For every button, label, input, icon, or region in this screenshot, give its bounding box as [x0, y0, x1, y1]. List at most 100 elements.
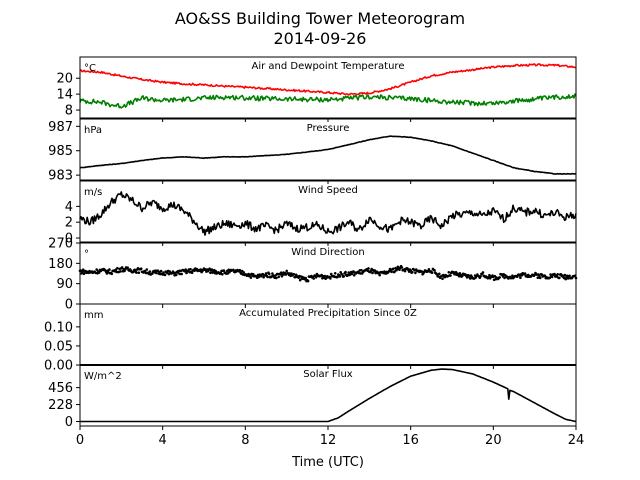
data-point: [465, 276, 469, 279]
x-axis: 0 4 8 12 16 20 24: [76, 433, 584, 448]
y-tick-label: 987: [48, 120, 73, 135]
data-point: [180, 272, 183, 276]
x-tick-label: 24: [568, 433, 585, 448]
y-tick-label: 2: [65, 216, 73, 231]
y-tick-label: 0.10: [44, 320, 73, 335]
y-tick-label: 985: [48, 144, 73, 159]
wind-direction-points: [78, 264, 578, 283]
data-point: [277, 275, 281, 279]
panel-title: Wind Direction: [291, 247, 365, 258]
data-point: [400, 266, 404, 269]
data-point: [271, 272, 274, 275]
data-point: [82, 272, 86, 276]
data-point: [119, 270, 122, 273]
panel-unit: °: [84, 249, 89, 260]
data-point: [367, 267, 370, 270]
data-point: [438, 272, 441, 276]
data-point: [252, 273, 255, 276]
data-point: [95, 268, 98, 271]
series-line-1: [79, 135, 577, 175]
y-tick-label: 180: [48, 257, 73, 272]
data-point: [411, 271, 414, 274]
data-point: [449, 274, 452, 277]
data-point: [568, 274, 571, 278]
data-point: [145, 268, 149, 271]
data-point: [155, 271, 158, 275]
data-point: [97, 271, 101, 274]
data-point: [184, 268, 187, 271]
data-point: [433, 269, 436, 272]
data-point: [435, 273, 439, 276]
data-point: [414, 271, 417, 275]
data-point: [441, 277, 444, 281]
data-point: [329, 272, 333, 276]
y-tick-label: 0: [65, 298, 73, 313]
x-tick-label: 8: [241, 433, 249, 448]
data-point: [563, 273, 567, 277]
data-point: [267, 272, 271, 276]
data-point: [81, 268, 85, 272]
y-tick-label: 0.00: [44, 359, 73, 374]
data-point: [352, 274, 356, 277]
data-point: [238, 268, 242, 272]
data-point: [151, 272, 154, 275]
x-tick-label: 0: [76, 433, 84, 448]
figure-title: AO&SS Building Tower Meteorogram: [175, 9, 465, 28]
y-tick-label: 14: [56, 88, 73, 103]
data-point: [537, 273, 540, 276]
data-point: [391, 267, 395, 271]
panel-unit: hPa: [84, 125, 102, 136]
x-tick-label: 4: [159, 433, 167, 448]
data-point: [306, 279, 310, 283]
y-tick-label: 4: [65, 200, 73, 215]
data-point: [275, 276, 278, 280]
data-point: [469, 277, 472, 280]
data-point: [556, 273, 559, 276]
data-point: [519, 276, 522, 280]
y-tick-label: 270: [48, 237, 73, 252]
data-point: [566, 277, 570, 280]
data-point: [174, 273, 178, 277]
y-tick-label: 8: [65, 104, 73, 119]
data-point: [398, 268, 401, 272]
data-point: [360, 268, 363, 272]
data-point: [148, 270, 152, 273]
data-point: [329, 277, 332, 280]
data-point: [292, 272, 296, 276]
data-point: [126, 266, 129, 270]
panel-6: 0 228 456 W/m^2 Solar Flux: [48, 364, 577, 430]
y-tick-label: 0: [65, 232, 73, 247]
data-point: [257, 275, 261, 279]
series-line-1: [80, 368, 577, 423]
panel-title: Pressure: [307, 123, 350, 134]
panel-3: 024 m/s Wind Speed: [65, 180, 577, 247]
data-point: [447, 271, 451, 274]
data-point: [285, 269, 289, 273]
panel-5: 0.00 0.05 0.10 mm Accumulated Precipitation …: [44, 303, 577, 374]
data-point: [403, 269, 407, 273]
data-point: [339, 271, 343, 274]
data-point: [222, 269, 226, 272]
data-point: [108, 268, 111, 271]
panel-unit: °C: [84, 63, 96, 74]
data-point: [461, 274, 464, 278]
data-point: [264, 272, 268, 275]
data-point: [378, 273, 382, 277]
data-point: [279, 271, 283, 275]
data-point: [249, 276, 253, 279]
data-point: [312, 277, 316, 280]
y-tick-label: 0.05: [44, 339, 73, 354]
data-point: [409, 269, 413, 272]
x-tick-label: 20: [485, 433, 502, 448]
y-tick-label: 456: [48, 381, 73, 396]
x-axis-label: Time (UTC): [291, 455, 364, 470]
panel-title: Wind Speed: [298, 185, 358, 196]
y-tick-label: 20: [56, 72, 73, 87]
data-point: [498, 276, 502, 279]
data-point: [390, 270, 393, 274]
data-point: [190, 271, 194, 275]
y-tick-label: 983: [48, 169, 73, 184]
data-point: [333, 272, 337, 275]
